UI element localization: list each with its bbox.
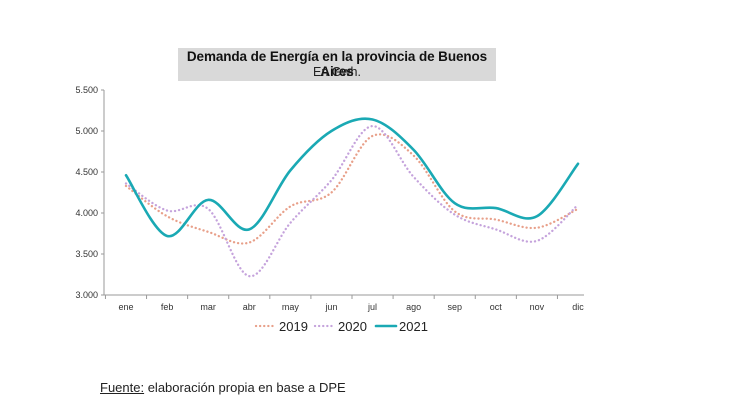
x-tick-label: oct <box>490 302 503 312</box>
legend-label-2020: 2020 <box>338 319 367 334</box>
x-tick-label: may <box>282 302 300 312</box>
y-tick-label: 4.000 <box>75 208 98 218</box>
x-tick-label: ene <box>118 302 133 312</box>
series-line-2020 <box>124 124 580 278</box>
y-tick-label: 3.500 <box>75 249 98 259</box>
x-tick-label: abr <box>243 302 256 312</box>
chart-title-box: Demanda de Energía en la provincia de Bu… <box>178 48 496 81</box>
source-text: elaboración propia en base a DPE <box>144 380 346 395</box>
x-tick-label: nov <box>530 302 545 312</box>
y-tick-label: 5.500 <box>75 85 98 95</box>
series-line-2021 <box>124 117 580 238</box>
x-tick-label: mar <box>200 302 216 312</box>
x-tick-label: feb <box>161 302 174 312</box>
source-note: Fuente: elaboración propia en base a DPE <box>100 380 346 395</box>
y-tick-label: 4.500 <box>75 167 98 177</box>
legend-label-2021: 2021 <box>399 319 428 334</box>
legend-label-2019: 2019 <box>279 319 308 334</box>
y-tick-label: 3.000 <box>75 290 98 300</box>
y-tick-label: 5.000 <box>75 126 98 136</box>
series-line-2019 <box>124 133 580 245</box>
x-tick-label: jul <box>367 302 377 312</box>
chart-subtitle: En Gwh. <box>313 65 361 79</box>
x-tick-label: jun <box>324 302 337 312</box>
x-tick-label: ago <box>406 302 421 312</box>
source-label: Fuente: <box>100 380 145 395</box>
x-tick-label: dic <box>572 302 584 312</box>
chart-title: Demanda de Energía en la provincia de Bu… <box>186 49 488 79</box>
x-tick-label: sep <box>447 302 462 312</box>
